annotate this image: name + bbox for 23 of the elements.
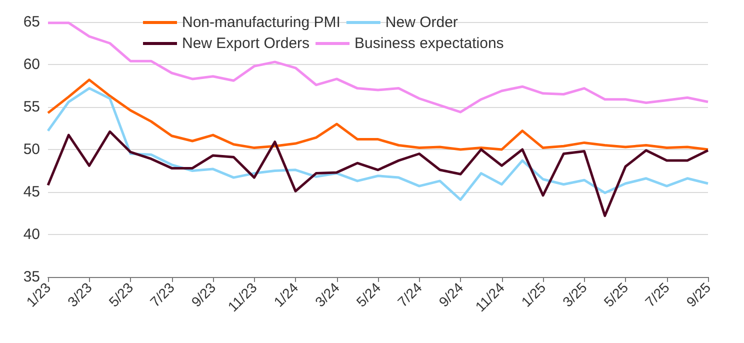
x-tick-label: 7/23	[146, 279, 178, 310]
y-tick-label: 45	[23, 184, 40, 200]
y-tick-label: 65	[23, 14, 40, 30]
x-tick-label: 7/24	[394, 279, 426, 310]
x-tick-label: 5/23	[106, 279, 136, 310]
x-tick-label: 9/23	[188, 279, 219, 310]
y-tick-label: 60	[23, 56, 40, 73]
line-series	[46, 87, 710, 201]
y-tick-label: 50	[23, 141, 40, 158]
line-series	[46, 78, 710, 151]
y-tick-label: 40	[23, 226, 40, 243]
x-tick-label: 9/24	[436, 279, 466, 310]
y-tick-label: 35	[23, 268, 40, 286]
x-tick-label: 7/25	[642, 279, 673, 310]
legend-label: Business expectations	[354, 35, 504, 52]
legend-label: New Export Orders	[182, 35, 310, 52]
y-tick-label: 55	[23, 98, 40, 116]
x-tick-label: 5/24	[353, 279, 384, 310]
x-tick-label: 3/23	[64, 279, 96, 310]
legend-label: New Order	[385, 14, 458, 31]
line-series	[46, 130, 710, 218]
x-tick-label: 3/24	[312, 279, 343, 310]
legend-label: Non-manufacturing PMI	[182, 14, 340, 31]
